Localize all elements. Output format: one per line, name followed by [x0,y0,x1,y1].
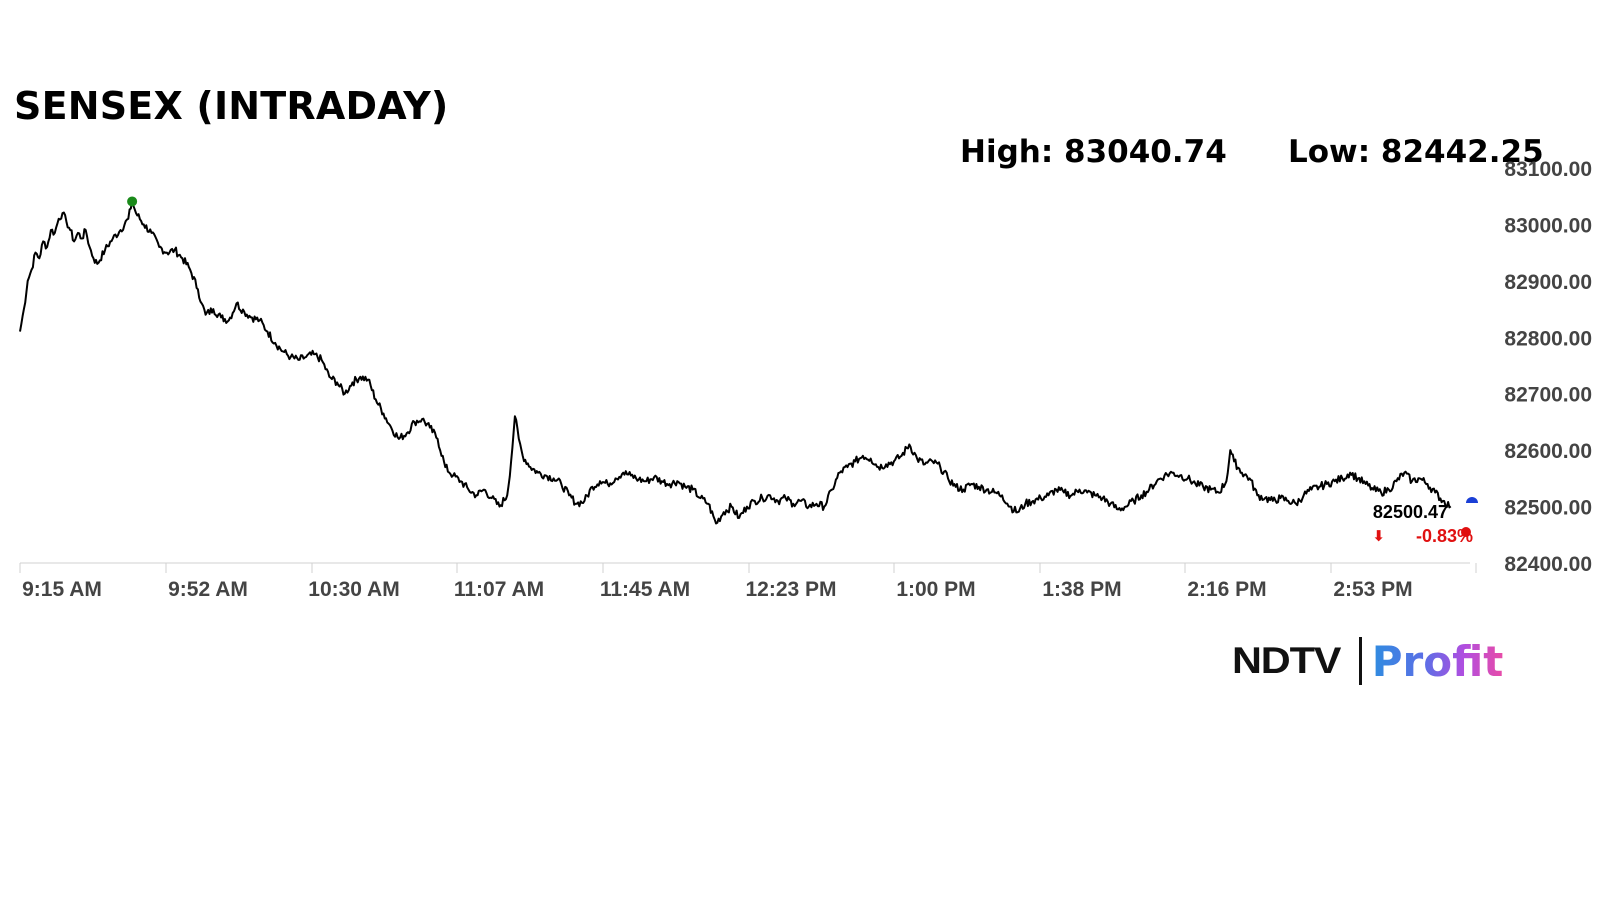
y-tick-label: 82700.00 [1504,384,1592,407]
profit-wordmark: Profit [1371,636,1504,686]
y-tick-label: 82900.00 [1504,271,1592,294]
current-marker [1466,497,1478,503]
marker-layer [127,196,1478,537]
x-tick-label: 1:38 PM [1042,578,1121,601]
change-percent: -0.83% [1416,526,1473,546]
change-label: ⬇ -0.83% [1372,526,1473,546]
y-axis: 82400.00 82500.00 82600.00 82700.00 82800.00… [1504,158,1592,576]
x-tick-label: 1:00 PM [896,578,975,601]
x-tick-label: 9:15 AM [22,578,102,601]
x-tick-label: 10:30 AM [308,578,399,601]
y-tick-label: 82800.00 [1504,327,1592,350]
last-value-label: 82500.47 [1373,502,1448,522]
logo-divider [1358,637,1362,685]
high-label: High: 83040.74 [960,134,1227,170]
y-tick-label: 82400.00 [1504,553,1592,576]
x-tick-label: 11:07 AM [454,578,544,601]
x-tick-label: 2:53 PM [1333,578,1412,601]
sensex-line [19,200,1452,525]
change-marker [1461,527,1471,537]
x-tick-label: 11:45 AM [600,578,690,601]
x-axis: 9:15 AM 9:52 AM 10:30 AM 11:07 AM 11:45 AM 12… [19,562,1477,601]
ndtv-wordmark: NDTV [1232,640,1341,681]
chart-title: SENSEX (INTRADAY) [14,84,449,128]
down-arrow-icon: ⬇ [1372,527,1385,545]
x-tick-label: 12:23 PM [745,578,836,601]
x-tick-label: 9:52 AM [168,578,248,601]
high-marker [127,196,138,207]
y-tick-label: 83000.00 [1504,214,1592,237]
series-layer [19,200,1452,525]
x-tick-label: 2:16 PM [1187,578,1266,601]
y-tick-label: 83100.00 [1504,158,1592,181]
y-tick-label: 82600.00 [1504,440,1592,463]
ndtv-profit-logo: NDTV Profit [1232,634,1503,688]
y-tick-label: 82500.00 [1504,497,1592,520]
low-label: Low: 82442.25 [1288,134,1544,170]
